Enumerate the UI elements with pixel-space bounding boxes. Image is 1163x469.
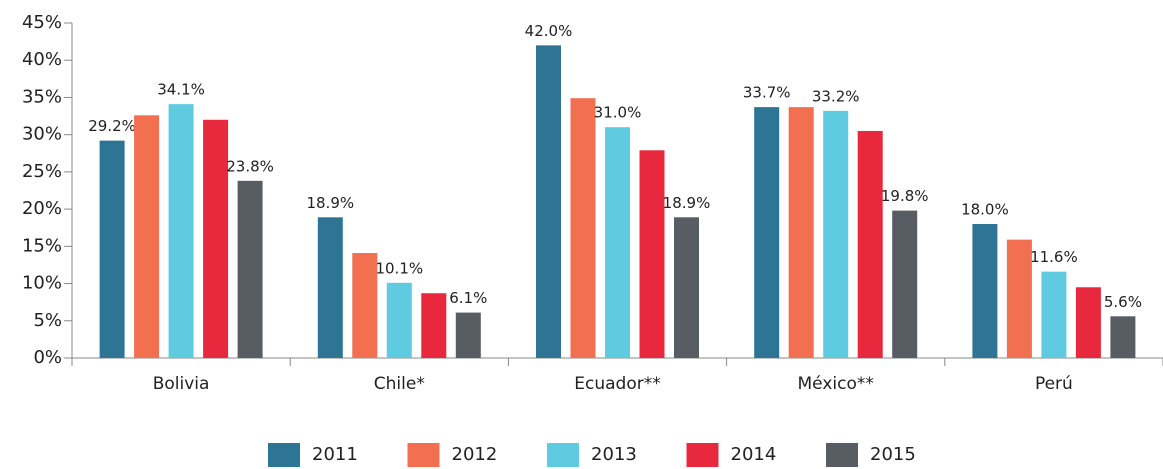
bar bbox=[1075, 287, 1101, 358]
bar bbox=[1006, 239, 1032, 358]
y-tick-label: 15% bbox=[22, 235, 62, 256]
bar bbox=[892, 210, 918, 358]
x-tick-label: Perú bbox=[1035, 374, 1073, 394]
y-tick-label: 30% bbox=[22, 124, 62, 145]
bar bbox=[455, 312, 481, 358]
legend-swatch bbox=[407, 443, 440, 467]
value-label: 31.0% bbox=[594, 104, 642, 122]
legend-swatch bbox=[686, 443, 719, 467]
value-label: 10.1% bbox=[375, 259, 423, 277]
legend-swatch bbox=[268, 443, 300, 467]
legend-label: 2014 bbox=[731, 444, 777, 465]
bar bbox=[237, 180, 263, 358]
bar bbox=[317, 217, 343, 358]
value-label: 33.7% bbox=[743, 84, 791, 102]
value-label: 18.0% bbox=[961, 201, 1009, 219]
value-label: 11.6% bbox=[1030, 248, 1078, 266]
y-tick-label: 0% bbox=[33, 347, 62, 368]
legend-label: 2015 bbox=[870, 444, 916, 465]
bar bbox=[823, 110, 849, 358]
bar bbox=[134, 115, 160, 358]
legend-swatch bbox=[826, 443, 858, 467]
value-label: 42.0% bbox=[525, 22, 573, 40]
y-tick-label: 25% bbox=[22, 161, 62, 182]
bar bbox=[857, 130, 883, 358]
y-tick-label: 40% bbox=[22, 49, 62, 70]
value-label: 18.9% bbox=[306, 194, 354, 212]
bar bbox=[1041, 271, 1067, 358]
bar bbox=[168, 104, 194, 359]
bar bbox=[754, 107, 780, 358]
value-label: 5.6% bbox=[1104, 293, 1142, 311]
value-label: 33.2% bbox=[812, 87, 860, 105]
bar bbox=[536, 45, 561, 358]
bar bbox=[674, 217, 699, 358]
value-label: 18.9% bbox=[663, 194, 711, 212]
y-tick-label: 35% bbox=[22, 86, 62, 107]
legend-swatch bbox=[547, 443, 579, 467]
bar bbox=[99, 140, 125, 358]
value-label: 6.1% bbox=[449, 289, 487, 307]
value-label: 19.8% bbox=[881, 187, 929, 205]
value-label: 23.8% bbox=[226, 157, 274, 175]
bar bbox=[570, 98, 596, 358]
x-tick-label: Chile* bbox=[374, 374, 425, 394]
x-tick-label: México** bbox=[798, 374, 874, 394]
value-label: 29.2% bbox=[88, 117, 136, 135]
y-tick-label: 10% bbox=[22, 273, 62, 294]
bar bbox=[788, 107, 814, 358]
bar bbox=[1110, 316, 1136, 358]
bar bbox=[203, 119, 229, 359]
y-tick-label: 5% bbox=[33, 310, 62, 331]
bar bbox=[421, 293, 447, 358]
bar bbox=[352, 253, 378, 358]
y-tick-label: 45% bbox=[22, 12, 62, 33]
legend-label: 2011 bbox=[312, 444, 358, 465]
bar bbox=[386, 282, 412, 358]
legend-label: 2012 bbox=[452, 444, 498, 465]
x-tick-label: Bolivia bbox=[153, 374, 210, 394]
bar bbox=[972, 224, 998, 358]
legend-label: 2013 bbox=[591, 444, 637, 465]
value-label: 34.1% bbox=[157, 81, 205, 99]
x-tick-label: Ecuador** bbox=[574, 374, 660, 394]
y-tick-label: 20% bbox=[22, 198, 62, 219]
bar bbox=[639, 150, 665, 358]
bar bbox=[605, 127, 630, 358]
